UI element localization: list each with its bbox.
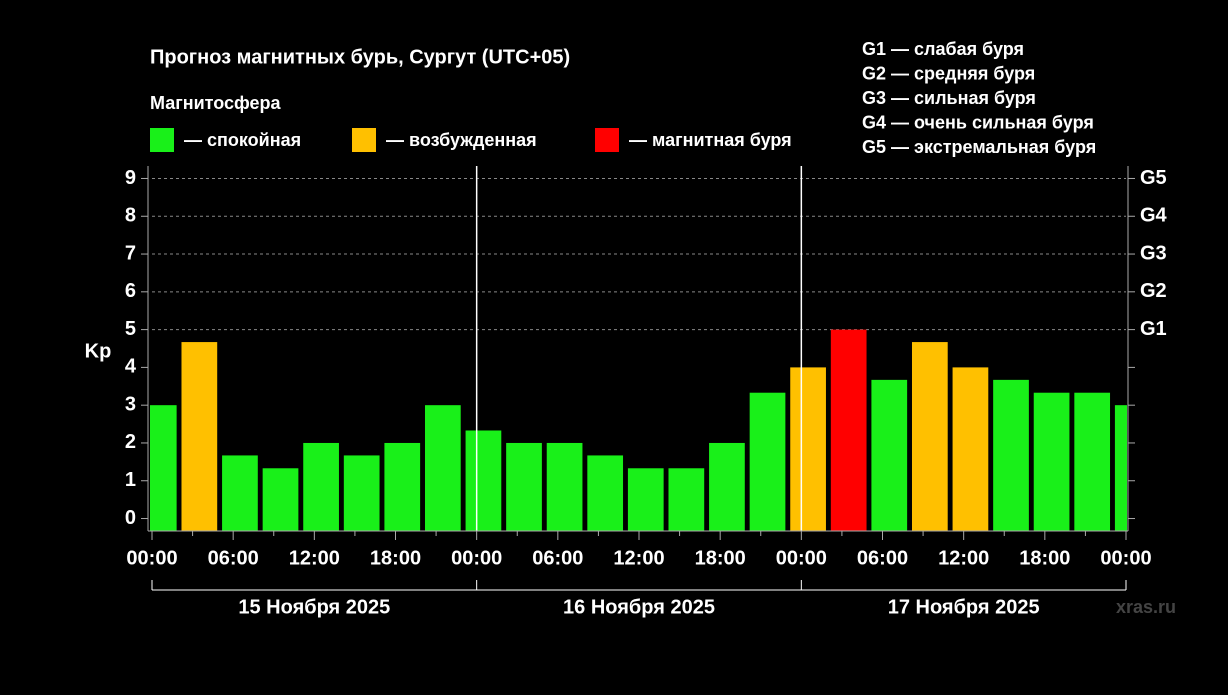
scale-legend-item: G3 — сильная буря: [862, 88, 1036, 108]
x-tick-label: 00:00: [776, 547, 827, 569]
x-tick-label: 12:00: [613, 547, 664, 569]
bar: [465, 430, 502, 531]
scale-legend-item: G2 — средняя буря: [862, 63, 1035, 83]
date-label: 16 Ноября 2025: [563, 596, 715, 618]
y2-tick-label: G1: [1140, 318, 1167, 340]
bar: [790, 367, 826, 531]
bar: [1033, 392, 1070, 531]
bar: [668, 468, 705, 531]
bar: [830, 329, 867, 531]
bar: [506, 442, 542, 531]
bar: [952, 367, 989, 531]
scale-legend-item: G1 — слабая буря: [862, 39, 1024, 59]
bar: [546, 442, 583, 531]
x-tick-label: 12:00: [938, 547, 989, 569]
y-tick-label: 8: [125, 205, 136, 227]
bar: [587, 455, 624, 531]
bar: [262, 468, 299, 531]
bar: [424, 405, 461, 531]
y2-tick-label: G2: [1140, 280, 1167, 302]
bar: [911, 342, 948, 531]
x-tick-label: 00:00: [1100, 547, 1151, 569]
date-label: 15 Ноября 2025: [238, 596, 390, 618]
bar: [871, 379, 908, 531]
legend-label: — магнитная буря: [629, 130, 792, 150]
legend-label: — спокойная: [184, 130, 301, 150]
x-tick-label: 06:00: [208, 547, 259, 569]
bar: [343, 455, 380, 531]
chart-title: Прогноз магнитных бурь, Сургут (UTC+05): [150, 46, 570, 68]
y-tick-label: 9: [125, 167, 136, 189]
y-tick-label: 0: [125, 507, 136, 529]
chart-subtitle: Магнитосфера: [150, 93, 282, 113]
y2-tick-label: G4: [1140, 205, 1168, 227]
legend-swatch: [150, 128, 174, 152]
y2-tick-label: G5: [1140, 167, 1167, 189]
x-tick-label: 06:00: [532, 547, 583, 569]
y-tick-label: 5: [125, 318, 136, 340]
legend-swatch: [352, 128, 376, 152]
bar: [709, 442, 745, 531]
date-label: 17 Ноября 2025: [888, 596, 1040, 618]
bar: [1114, 405, 1127, 531]
bar: [222, 455, 258, 531]
x-tick-label: 18:00: [1019, 547, 1070, 569]
bar: [627, 468, 664, 531]
x-tick-label: 00:00: [451, 547, 502, 569]
watermark: xras.ru: [1116, 597, 1176, 617]
legend-swatch: [595, 128, 619, 152]
bar: [303, 442, 339, 531]
x-tick-label: 06:00: [857, 547, 908, 569]
x-tick-label: 18:00: [370, 547, 421, 569]
x-tick-label: 12:00: [289, 547, 340, 569]
y-axis-label: Kp: [85, 340, 112, 362]
y-tick-label: 1: [125, 469, 136, 491]
bars: [150, 329, 1127, 531]
scale-legend-item: G5 — экстремальная буря: [862, 137, 1096, 157]
y-tick-label: 2: [125, 431, 136, 453]
bar: [384, 442, 421, 531]
y-tick-label: 6: [125, 280, 136, 302]
y-tick-label: 7: [125, 242, 136, 264]
legend-label: — возбужденная: [386, 130, 537, 150]
y-tick-label: 4: [125, 356, 137, 378]
y-tick-label: 3: [125, 393, 136, 415]
bar: [181, 342, 218, 531]
x-tick-label: 18:00: [695, 547, 746, 569]
bar: [1074, 392, 1111, 531]
y2-tick-label: G3: [1140, 242, 1167, 264]
bar: [749, 392, 786, 531]
scale-legend-item: G4 — очень сильная буря: [862, 112, 1094, 132]
bar: [150, 405, 177, 531]
x-tick-label: 00:00: [126, 547, 177, 569]
bar: [993, 379, 1029, 531]
